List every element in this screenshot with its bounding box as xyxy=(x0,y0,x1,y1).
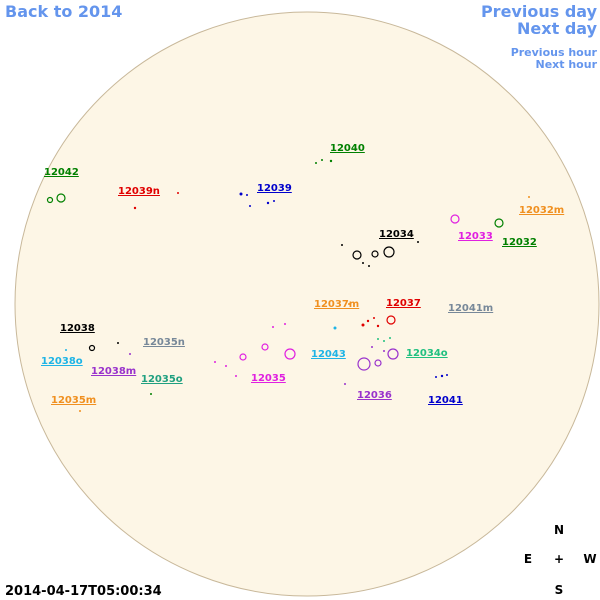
spot-group xyxy=(88,241,419,352)
compass: N E + W S xyxy=(524,523,597,597)
region-label[interactable]: 12040 xyxy=(330,143,365,154)
spot-group xyxy=(377,337,391,342)
spot-group xyxy=(239,192,448,378)
region-label[interactable]: 12043 xyxy=(311,349,346,360)
compass-west: W xyxy=(583,552,596,566)
spot-group xyxy=(65,326,337,351)
previous-day-link[interactable]: Previous day xyxy=(481,2,598,21)
region-label[interactable]: 12035o xyxy=(141,374,183,385)
compass-east: E xyxy=(524,552,532,566)
region-label[interactable]: 12034 xyxy=(379,229,414,240)
spot-group xyxy=(79,196,530,412)
region-label[interactable]: 12035n xyxy=(143,337,185,348)
spot-group xyxy=(214,214,460,377)
region-label[interactable]: 12041m xyxy=(448,303,493,314)
region-label[interactable]: 12037m xyxy=(314,299,359,310)
region-label[interactable]: 12035 xyxy=(251,373,286,384)
spot-group xyxy=(129,346,399,385)
region-label[interactable]: 12038o xyxy=(41,356,83,367)
region-label[interactable]: 12039 xyxy=(257,183,292,194)
region-label[interactable]: 12036 xyxy=(357,390,392,401)
region-label[interactable]: 12032 xyxy=(502,237,537,248)
region-label[interactable]: 12033 xyxy=(458,231,493,242)
previous-hour-link[interactable]: Previous hour xyxy=(511,46,598,59)
spot-group xyxy=(46,159,504,395)
solar-disk xyxy=(14,11,600,597)
region-label[interactable]: 12041 xyxy=(428,395,463,406)
next-day-link[interactable]: Next day xyxy=(517,19,598,38)
region-label[interactable]: 12038 xyxy=(60,323,95,334)
region-label[interactable]: 12039n xyxy=(118,186,160,197)
region-labels: 12040 12042 12039n 12039 12032m 12033 12… xyxy=(41,143,564,406)
region-label[interactable]: 12032m xyxy=(519,205,564,216)
back-link[interactable]: Back to 2014 xyxy=(5,2,122,21)
spot-group xyxy=(133,192,396,328)
next-hour-link[interactable]: Next hour xyxy=(536,58,598,71)
compass-north: N xyxy=(554,523,564,537)
compass-center: + xyxy=(554,552,564,566)
region-label[interactable]: 12042 xyxy=(44,167,79,178)
sunspots xyxy=(46,159,530,412)
region-label[interactable]: 12038m xyxy=(91,366,136,377)
timestamp: 2014-04-17T05:00:34 xyxy=(5,584,162,599)
compass-south: S xyxy=(555,583,564,597)
region-label[interactable]: 12037 xyxy=(386,298,421,309)
region-label[interactable]: 12035m xyxy=(51,395,96,406)
region-label[interactable]: 12034o xyxy=(406,348,448,359)
